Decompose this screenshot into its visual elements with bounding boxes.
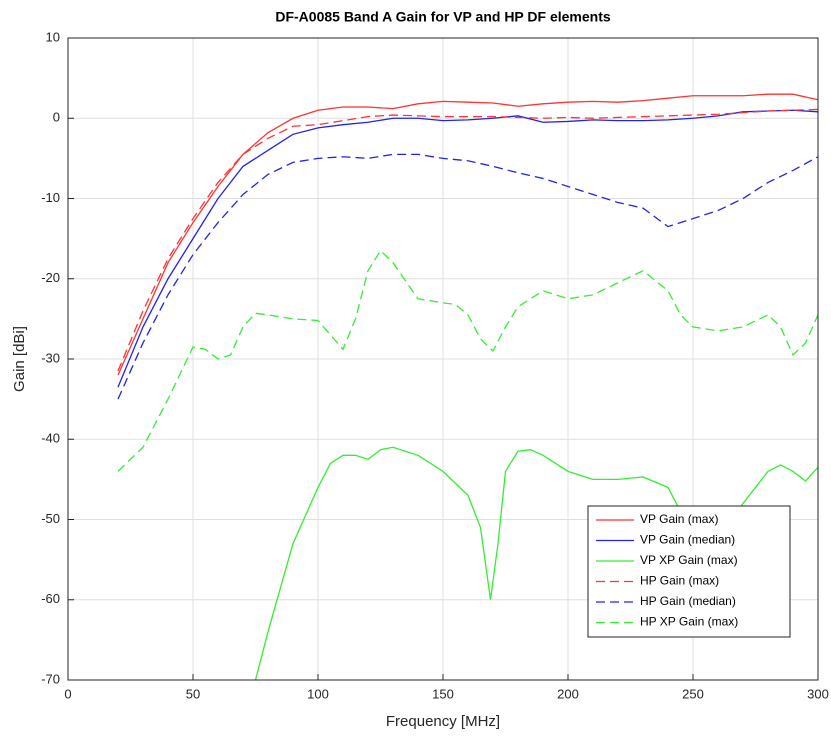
y-tick-label: -60 <box>41 591 60 606</box>
legend-label: VP Gain (max) <box>640 512 718 526</box>
x-tick-label: 300 <box>807 686 829 701</box>
legend: VP Gain (max) VP Gain (median) VP XP Gain … <box>587 505 791 638</box>
chart-title: DF-A0085 Band A Gain for VP and HP DF el… <box>275 9 611 25</box>
x-tick-label: 50 <box>186 686 200 701</box>
y-tick-label: -20 <box>41 270 60 285</box>
x-tick-label: 150 <box>432 686 454 701</box>
legend-label: HP Gain (median) <box>640 594 736 608</box>
y-tick-label: 10 <box>46 29 60 44</box>
legend-label: VP XP Gain (max) <box>640 553 738 567</box>
legend-label: HP XP Gain (max) <box>640 615 738 629</box>
y-tick-label: -30 <box>41 350 60 365</box>
legend-label: HP Gain (max) <box>640 574 719 588</box>
y-tick-label: -40 <box>41 431 60 446</box>
x-tick-label: 0 <box>64 686 71 701</box>
x-axis-label: Frequency [MHz] <box>386 713 500 730</box>
series-line <box>117 108 818 372</box>
y-tick-label: -70 <box>41 671 60 686</box>
legend-box <box>587 505 791 638</box>
y-axis-label: Gain [dBi] <box>11 326 28 392</box>
y-tick-label: 0 <box>53 110 60 125</box>
x-tick-label: 250 <box>682 686 704 701</box>
x-tick-label: 100 <box>307 686 329 701</box>
legend-label: VP Gain (median) <box>640 533 735 547</box>
x-tick-label: 200 <box>557 686 579 701</box>
y-tick-label: -10 <box>41 190 60 205</box>
series-line <box>117 109 818 388</box>
plot-frame <box>67 37 819 681</box>
series-line <box>117 153 818 400</box>
series-line <box>117 93 818 376</box>
y-tick-label: -50 <box>41 511 60 526</box>
